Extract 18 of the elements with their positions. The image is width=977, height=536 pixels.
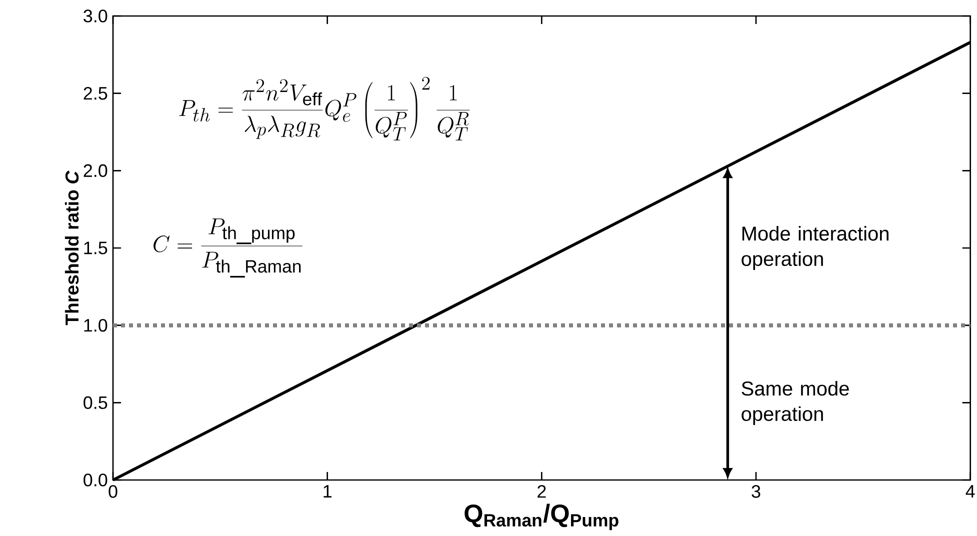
annotation: $C = \frac{P_{\mathrm{th\_pump}}}{P_{\mathrm{th\_Raman}}}$	[154, 218, 302, 278]
y-tick-label: 2.5	[84, 86, 108, 100]
y-tick-label: 1.5	[84, 242, 108, 254]
y-tick-label: 1.0	[84, 318, 108, 332]
annotation: Same mode operation	[742, 380, 849, 425]
y-tick-label: 0.5	[84, 396, 108, 410]
x-tick-label: 0	[108, 485, 118, 498]
y-tick-label: 0.0	[84, 474, 108, 486]
x-tick-label: 3	[752, 485, 760, 498]
x-tick-label: 4	[966, 485, 975, 498]
y-tick-label: 3.0	[84, 10, 108, 22]
y-tick-label: 2.0	[84, 164, 108, 178]
y-axis-title: Threshold ratio C	[64, 170, 79, 326]
x-axis-title: Q$_{Raman}$/Q$_{Pump}$	[464, 504, 618, 530]
x-tick-label: 1	[324, 485, 332, 498]
annotation: Mode interaction operation	[742, 226, 888, 270]
x-tick-label: 2	[538, 485, 546, 498]
annotation: $P_{th} = \frac{\pi^2 n^2 V_{\mathrm{eff}}}{\lambda_p \lambda_R g_R} Q_e^P \left(\frac{1}{Q_T^P}\right)^2 \frac{1}{Q_T^R}$	[179, 76, 470, 140]
